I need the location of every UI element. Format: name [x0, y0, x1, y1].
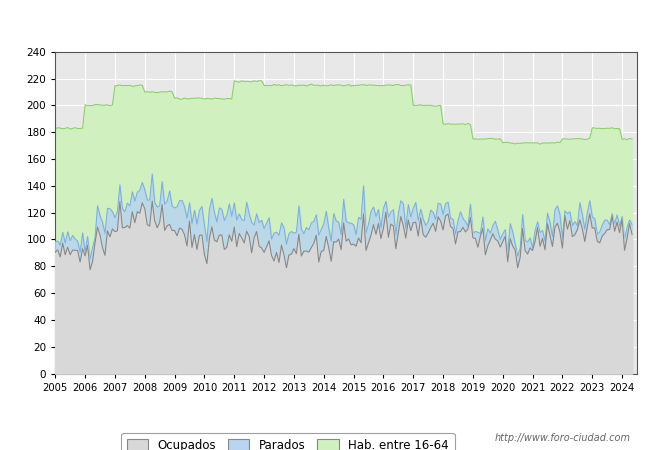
- Text: http://www.foro-ciudad.com: http://www.foro-ciudad.com: [495, 433, 630, 443]
- Legend: Ocupados, Parados, Hab. entre 16-64: Ocupados, Parados, Hab. entre 16-64: [121, 433, 455, 450]
- Text: Ollauri - Evolucion de la poblacion en edad de Trabajar Mayo de 2024: Ollauri - Evolucion de la poblacion en e…: [93, 17, 557, 30]
